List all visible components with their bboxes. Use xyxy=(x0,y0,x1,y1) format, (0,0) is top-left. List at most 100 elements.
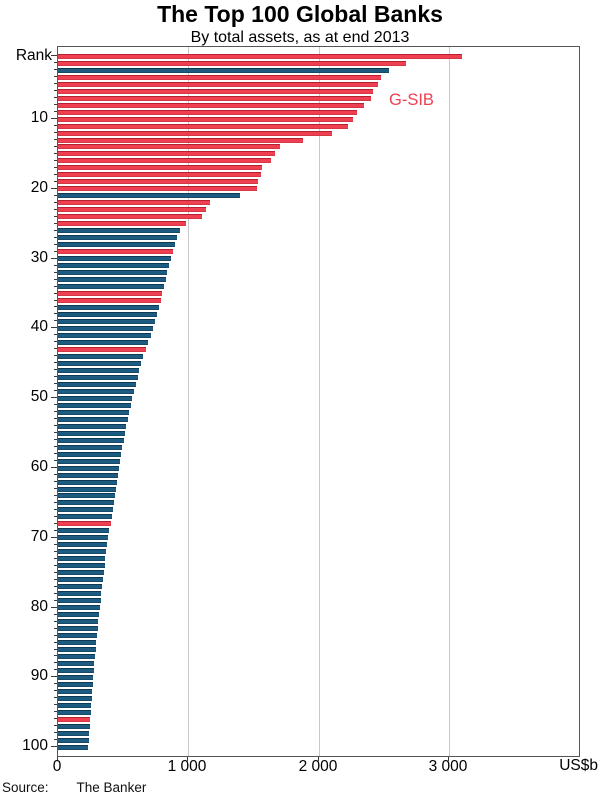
y-axis-tick xyxy=(54,544,57,545)
x-tick-label: 3 000 xyxy=(428,758,468,775)
asset-bar-gsib xyxy=(58,95,372,101)
y-axis-tick xyxy=(54,300,57,301)
asset-bar xyxy=(58,591,102,597)
y-axis-tick xyxy=(54,383,57,384)
asset-bar-gsib xyxy=(58,214,202,220)
gsib-legend-label: G-SIB xyxy=(389,91,434,109)
asset-bar xyxy=(58,626,98,632)
y-axis-tick xyxy=(54,244,57,245)
y-axis-tick xyxy=(51,537,57,538)
asset-bar xyxy=(58,723,90,729)
y-axis-tick xyxy=(54,551,57,552)
y-axis-tick xyxy=(54,265,57,266)
y-axis-tick xyxy=(54,195,57,196)
y-axis-tick xyxy=(54,411,57,412)
asset-bar xyxy=(58,339,148,345)
asset-bar xyxy=(58,451,122,457)
y-axis-tick xyxy=(51,467,57,468)
asset-bar xyxy=(58,709,91,715)
y-axis-tick xyxy=(54,418,57,419)
asset-bar xyxy=(58,702,92,708)
y-tick-label: 60 xyxy=(30,458,48,475)
source-value: The Banker xyxy=(76,780,147,795)
asset-bar xyxy=(58,360,142,366)
asset-bar xyxy=(58,542,108,548)
y-tick-label: 90 xyxy=(30,667,48,684)
y-axis-tick xyxy=(54,600,57,601)
y-axis-tick xyxy=(54,390,57,391)
asset-bar-gsib xyxy=(58,81,379,87)
asset-bar xyxy=(58,556,106,562)
asset-bar-gsib xyxy=(58,158,271,164)
y-axis-tick xyxy=(54,732,57,733)
asset-bar xyxy=(58,395,133,401)
y-axis-tick xyxy=(51,327,57,328)
asset-bar xyxy=(58,479,117,485)
y-axis-tick xyxy=(54,279,57,280)
y-axis-tick xyxy=(54,251,57,252)
y-axis-tick xyxy=(54,334,57,335)
asset-bar xyxy=(58,193,241,199)
y-axis-tick xyxy=(54,286,57,287)
gridline xyxy=(188,47,189,756)
y-axis-tick xyxy=(54,565,57,566)
y-tick-label: 100 xyxy=(22,737,48,754)
y-axis-tick xyxy=(54,348,57,349)
y-axis-tick xyxy=(54,97,57,98)
asset-bar xyxy=(58,353,144,359)
asset-bar-gsib xyxy=(58,346,146,352)
y-axis-tick xyxy=(54,320,57,321)
asset-bar xyxy=(58,367,140,373)
y-axis-tick xyxy=(54,237,57,238)
y-axis-tick xyxy=(51,397,57,398)
y-axis-tick xyxy=(54,711,57,712)
asset-bar-gsib xyxy=(58,53,462,59)
asset-bar-gsib xyxy=(58,130,332,136)
asset-bar xyxy=(58,577,103,583)
y-axis-tick xyxy=(54,439,57,440)
y-axis-tick xyxy=(54,509,57,510)
y-tick-label: 80 xyxy=(30,598,48,615)
y-axis-tick xyxy=(54,341,57,342)
y-axis-tick xyxy=(54,628,57,629)
y-axis-tick xyxy=(54,230,57,231)
asset-bar xyxy=(58,472,118,478)
asset-bar xyxy=(58,681,93,687)
y-axis-tick xyxy=(54,725,57,726)
asset-bar xyxy=(58,654,95,659)
asset-bar xyxy=(58,535,109,541)
y-axis-tick xyxy=(54,167,57,168)
asset-bar xyxy=(58,640,97,645)
y-axis-tick xyxy=(54,739,57,740)
asset-bar xyxy=(58,458,120,464)
page-title: The Top 100 Global Banks xyxy=(157,1,443,27)
y-axis-tick xyxy=(54,579,57,580)
asset-bar xyxy=(58,633,97,638)
y-axis-tick xyxy=(54,313,57,314)
y-tick-label: 50 xyxy=(30,388,48,405)
y-axis-tick xyxy=(54,272,57,273)
x-tick-label: 1 000 xyxy=(167,758,207,775)
asset-bar xyxy=(58,737,89,743)
y-axis-tick xyxy=(54,481,57,482)
asset-bar xyxy=(58,374,138,380)
asset-bar xyxy=(58,563,105,569)
gridline xyxy=(449,47,450,756)
asset-bar-gsib xyxy=(58,123,348,129)
x-axis-tick xyxy=(318,757,319,761)
y-axis-tick xyxy=(54,502,57,503)
y-axis-tick xyxy=(54,614,57,615)
y-axis-tick xyxy=(51,607,57,608)
asset-bar xyxy=(58,465,119,471)
asset-bar-gsib xyxy=(58,151,276,157)
y-axis-tick xyxy=(54,362,57,363)
y-axis-tick xyxy=(51,746,57,747)
y-axis-tick xyxy=(54,572,57,573)
asset-bar xyxy=(58,695,92,701)
asset-bar xyxy=(58,235,178,241)
y-axis-tick xyxy=(51,118,57,119)
asset-bar-gsib xyxy=(58,109,357,115)
asset-bar xyxy=(58,674,94,680)
asset-bar xyxy=(58,402,131,408)
asset-bar xyxy=(58,584,102,590)
